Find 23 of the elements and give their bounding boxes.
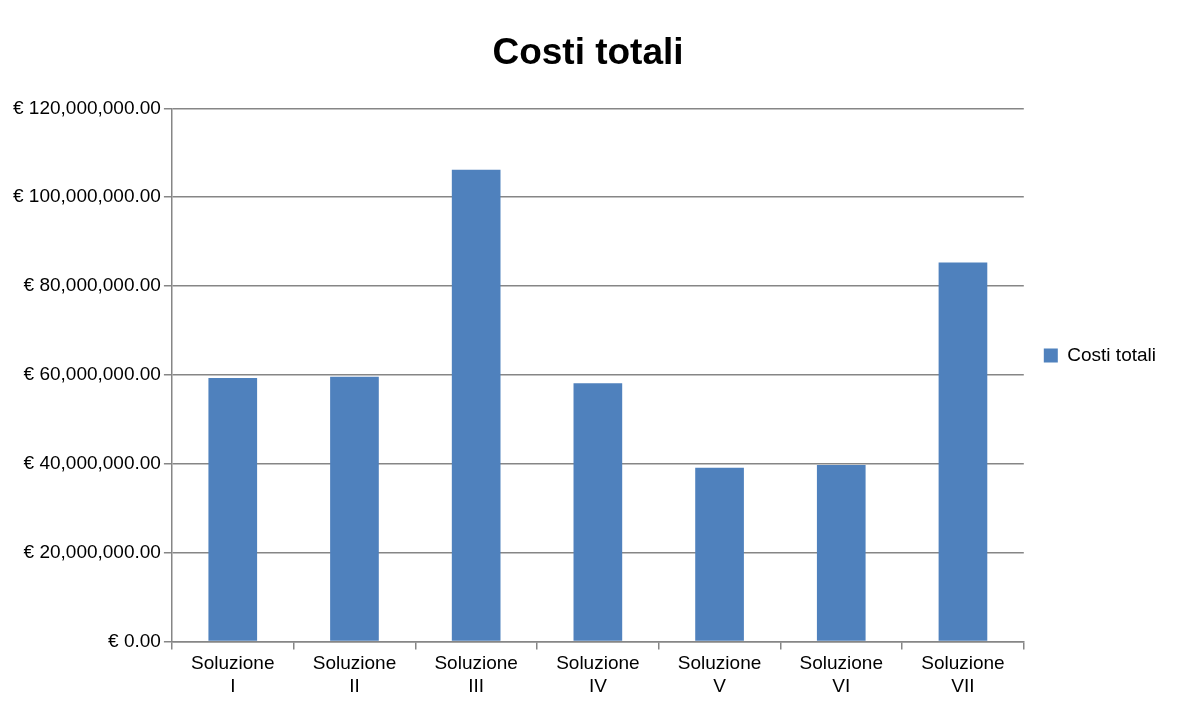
- y-tick-label: € 100,000,000.00: [13, 185, 161, 207]
- y-tick-label: € 60,000,000.00: [23, 363, 161, 385]
- x-tick-label: Soluzione I: [191, 652, 275, 696]
- y-tick-label: € 80,000,000.00: [23, 274, 161, 296]
- y-tick-label: € 20,000,000.00: [23, 540, 161, 562]
- bar: [695, 467, 744, 641]
- bar: [208, 378, 258, 641]
- bar: [451, 169, 501, 641]
- y-tick-label: € 40,000,000.00: [23, 451, 161, 473]
- bar: [330, 376, 379, 641]
- bar: [938, 262, 988, 641]
- x-tick-label: Soluzione V: [677, 652, 762, 696]
- y-tick-label: € 120,000,000.00: [13, 96, 161, 118]
- y-tick-label: € 0.00: [108, 629, 161, 651]
- x-tick-label: Soluzione III: [434, 652, 518, 696]
- x-tick-label: Soluzione VII: [921, 652, 1005, 696]
- chart-title: Costi totali: [492, 31, 684, 73]
- x-tick-label: Soluzione VI: [799, 652, 883, 696]
- bar: [573, 383, 623, 641]
- x-tick-label: Soluzione IV: [556, 652, 640, 696]
- legend-label: Costi totali: [1067, 343, 1156, 365]
- x-tick-label: Soluzione II: [312, 652, 397, 696]
- bar: [816, 465, 866, 641]
